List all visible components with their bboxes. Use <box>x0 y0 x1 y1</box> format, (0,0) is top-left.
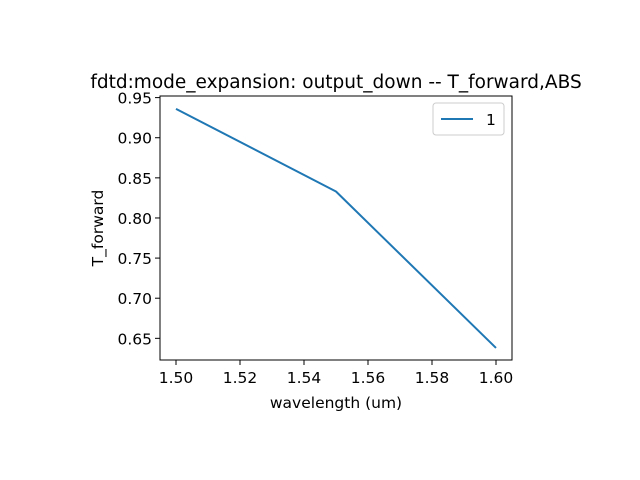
y-tick-label: 0.65 <box>117 330 152 348</box>
y-tick-label: 0.90 <box>117 130 152 148</box>
y-tick-label: 0.80 <box>117 210 152 228</box>
legend: 1 <box>432 102 505 136</box>
y-axis: 0.65 0.70 0.75 0.80 0.85 0.90 0.95 <box>117 90 160 348</box>
x-tick-label: 1.56 <box>351 369 386 387</box>
chart-title: fdtd:mode_expansion: output_down -- T_fo… <box>90 72 581 93</box>
x-tick-label: 1.52 <box>223 369 258 387</box>
x-tick-label: 1.58 <box>415 369 450 387</box>
x-axis: 1.50 1.52 1.54 1.56 1.58 1.60 <box>159 360 514 387</box>
y-tick-label: 0.75 <box>117 250 152 268</box>
y-tick-label: 0.85 <box>117 170 152 188</box>
plot-area <box>159 95 513 361</box>
legend-label: 1 <box>486 111 496 129</box>
x-axis-label: wavelength (um) <box>270 394 402 412</box>
series-line <box>175 107 497 349</box>
x-tick-label: 1.50 <box>159 369 194 387</box>
x-tick-label: 1.60 <box>479 369 514 387</box>
y-tick-label: 0.95 <box>117 90 152 108</box>
x-tick-label: 1.54 <box>287 369 322 387</box>
y-tick-label: 0.70 <box>117 290 152 308</box>
y-axis-label: T_forward <box>89 190 108 268</box>
series-layer <box>175 107 497 349</box>
